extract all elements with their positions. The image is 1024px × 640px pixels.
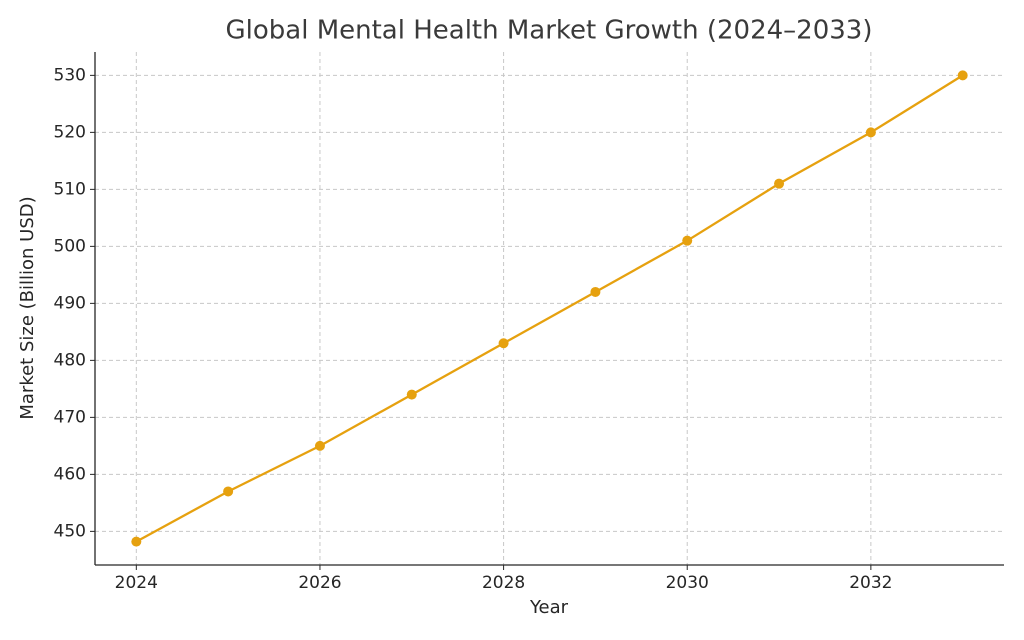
data-point [131,536,142,547]
y-tick-label: 520 [54,122,86,142]
data-point [682,235,693,246]
y-tick-label: 530 [54,65,86,85]
data-point [406,389,417,400]
chart-title: Global Mental Health Market Growth (2024… [225,16,872,46]
data-point [498,338,509,349]
series-line [135,74,964,543]
data-point [774,178,785,189]
x-axis-label: Year [529,597,569,618]
y-axis-label: Market Size (Billion USD) [17,196,38,419]
data-point [590,286,601,297]
y-tick-label: 490 [54,293,86,313]
x-tick-label: 2026 [298,573,341,593]
y-tick-label: 480 [54,350,86,370]
x-tick-label: 2032 [849,573,892,593]
x-tick-label: 2024 [115,573,158,593]
data-point [314,440,325,451]
y-tick-label: 450 [54,521,86,541]
y-tick-label: 500 [54,236,86,256]
x-tick-label: 2028 [482,573,525,593]
data-point [223,486,234,497]
data-point [865,127,876,138]
y-tick-label: 470 [54,407,86,427]
y-tick-label: 510 [54,179,86,199]
data-point [957,70,968,81]
x-tick-label: 2030 [666,573,709,593]
y-tick-label: 460 [54,464,86,484]
